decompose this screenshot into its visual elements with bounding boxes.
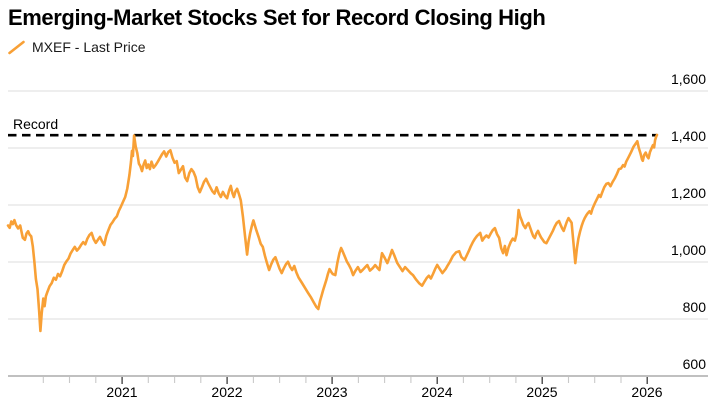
y-tick-label: 600 xyxy=(682,356,706,372)
y-tick-label: 1,000 xyxy=(670,242,706,258)
x-tick-label: 2021 xyxy=(106,384,138,400)
legend: MXEF - Last Price xyxy=(8,38,146,56)
x-tick-label: 2026 xyxy=(631,384,663,400)
record-label: Record xyxy=(13,116,59,132)
y-tick-label: 1,600 xyxy=(670,71,706,87)
x-tick-label: 2025 xyxy=(526,384,558,400)
y-tick-label: 800 xyxy=(682,299,706,315)
legend-label: MXEF - Last Price xyxy=(32,39,146,55)
x-tick-label: 2024 xyxy=(421,384,453,400)
x-tick-label: 2023 xyxy=(316,384,348,400)
x-tick-label: 2022 xyxy=(211,384,243,400)
y-tick-label: 1,200 xyxy=(670,185,706,201)
chart-title: Emerging-Market Stocks Set for Record Cl… xyxy=(8,5,546,30)
legend-line-icon xyxy=(8,40,25,54)
mxef-price-line xyxy=(6,133,659,333)
y-tick-label: 1,400 xyxy=(670,128,706,144)
